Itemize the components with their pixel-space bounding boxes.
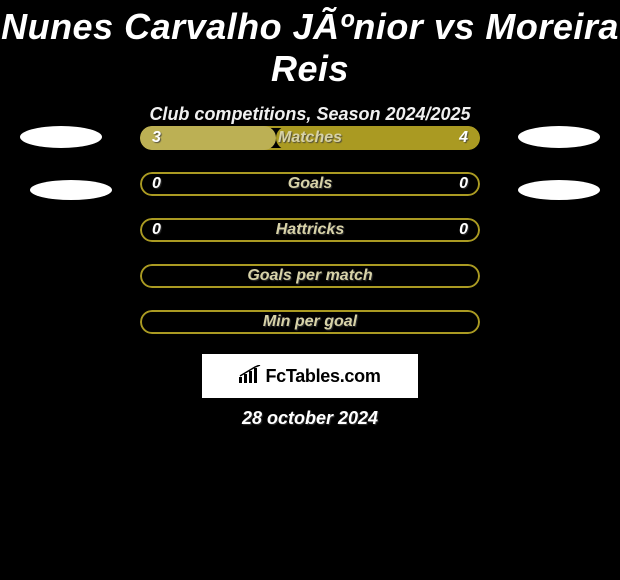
stat-row: 00Goals bbox=[140, 172, 480, 196]
stat-label: Hattricks bbox=[140, 218, 480, 242]
player2-avatar-bottom bbox=[518, 180, 600, 200]
stat-label: Goals per match bbox=[140, 264, 480, 288]
stat-row: 00Hattricks bbox=[140, 218, 480, 242]
stat-label: Matches bbox=[140, 126, 480, 150]
stat-label: Goals bbox=[140, 172, 480, 196]
chart-icon bbox=[239, 365, 263, 388]
stat-label: Min per goal bbox=[140, 310, 480, 334]
page-title: Nunes Carvalho JÃºnior vs Moreira Reis bbox=[0, 0, 620, 90]
stat-rows: 34Matches 00Goals 00Hattricks Goals per mat… bbox=[140, 126, 480, 356]
player1-avatar-bottom bbox=[30, 180, 112, 200]
player2-avatar-top bbox=[518, 126, 600, 148]
page-subtitle: Club competitions, Season 2024/2025 bbox=[0, 90, 620, 125]
logo-box: FcTables.com bbox=[202, 354, 418, 398]
stat-row: Goals per match bbox=[140, 264, 480, 288]
stat-row: Min per goal bbox=[140, 310, 480, 334]
stat-row: 34Matches bbox=[140, 126, 480, 150]
date-label: 28 october 2024 bbox=[0, 408, 620, 429]
player1-avatar-top bbox=[20, 126, 102, 148]
logo-text: FcTables.com bbox=[265, 366, 380, 387]
